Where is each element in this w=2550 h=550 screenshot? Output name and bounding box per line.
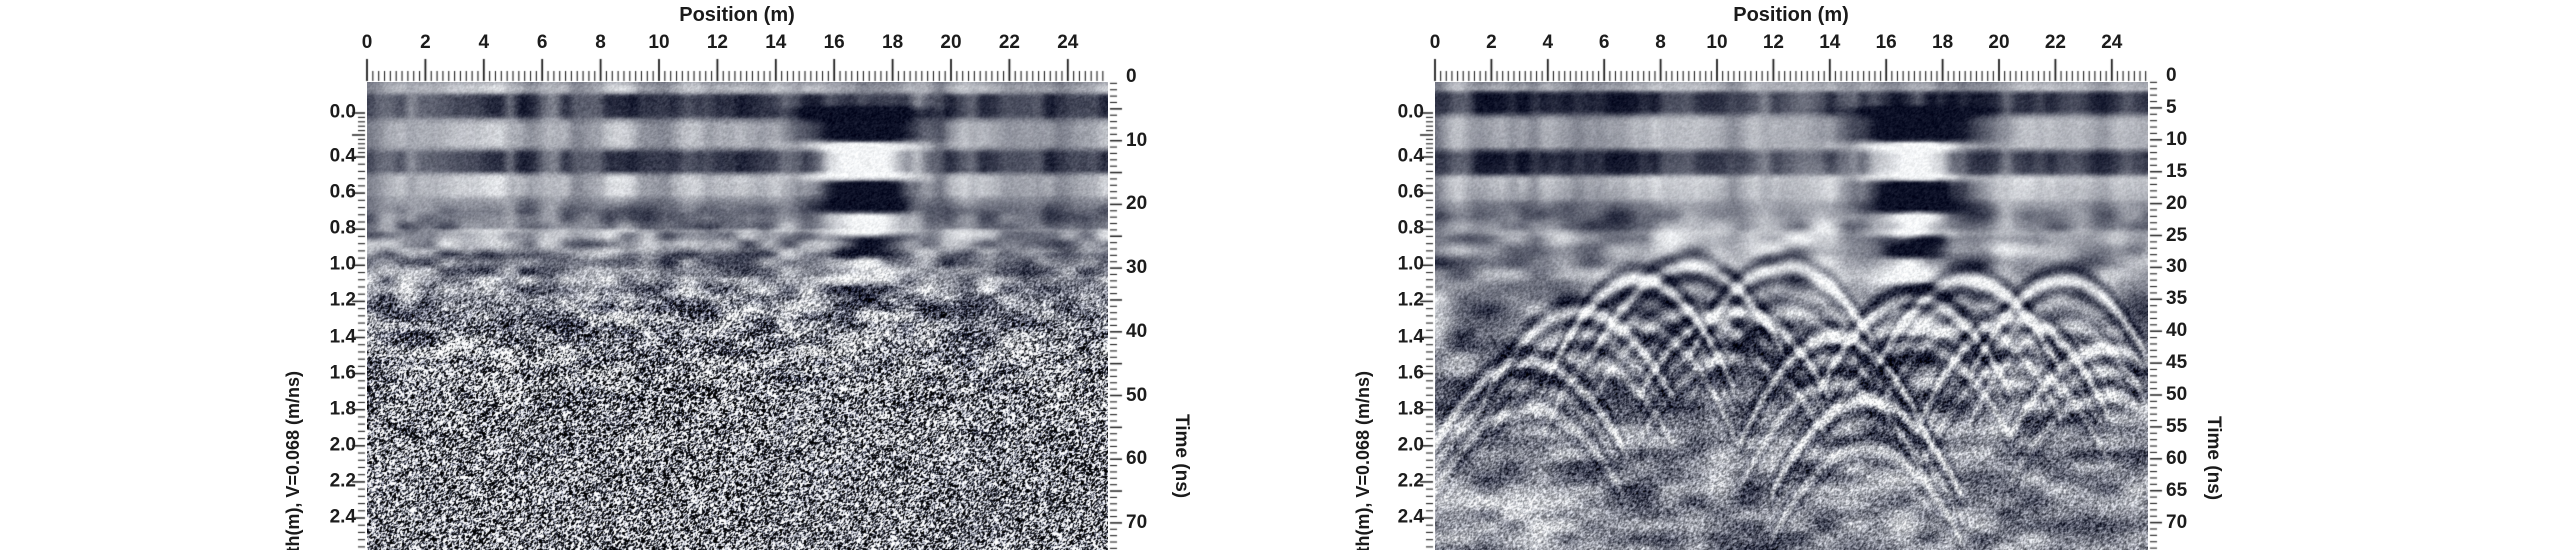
depth-tick-label: 1.0: [329, 253, 356, 275]
time-tick-label: 40: [2166, 320, 2188, 342]
x-tick-label: 2: [420, 32, 431, 53]
time-tick-label: 5: [2166, 96, 2177, 118]
time-tick-label: 30: [2166, 256, 2188, 278]
x-tick-label: 22: [2044, 32, 2066, 53]
time-tick-label: 0: [2166, 65, 2177, 86]
time-tick-label: 70: [1126, 511, 1148, 533]
x-tick-label: 12: [1762, 32, 1784, 53]
depth-tick-label: 2.4: [329, 506, 356, 528]
x-tick-label: 14: [1819, 32, 1841, 53]
x-tick-label: 10: [648, 32, 670, 53]
x-tick-label: 10: [1706, 32, 1728, 53]
depth-tick-label: 0.6: [329, 181, 356, 203]
panel-b-position-axis-title: Position (m): [1733, 4, 1849, 26]
time-tick-label: 60: [2166, 447, 2188, 469]
x-tick-label: 16: [1875, 32, 1897, 53]
x-tick-label: 16: [823, 32, 845, 53]
x-tick-label: 6: [536, 32, 548, 53]
depth-tick-label: 0.6: [1397, 181, 1424, 203]
depth-tick-label: 2.0: [1397, 434, 1424, 456]
time-tick-label: 0: [1126, 66, 1137, 87]
depth-tick-label: 0.8: [329, 217, 356, 239]
depth-tick-label: 1.8: [329, 398, 356, 420]
time-tick-label: 10: [1126, 129, 1148, 151]
x-tick-label: 0: [361, 32, 373, 53]
time-tick-label: 65: [2166, 479, 2188, 501]
depth-tick-label: 2.2: [329, 470, 356, 492]
time-tick-label: 15: [2166, 160, 2188, 182]
panel-b-time-axis-title: Time (ns): [2203, 416, 2224, 501]
depth-tick-label: 1.0: [1397, 253, 1424, 275]
x-tick-label: 6: [1598, 32, 1610, 53]
x-tick-label: 2: [1486, 32, 1497, 53]
depth-tick-label: 0.4: [329, 145, 356, 167]
depth-tick-label: 2.0: [329, 434, 356, 456]
time-tick-label: 55: [2166, 415, 2188, 437]
time-tick-label: 10: [2166, 128, 2188, 150]
depth-tick-label: 1.6: [329, 362, 356, 384]
x-tick-label: 4: [478, 32, 490, 53]
time-tick-label: 50: [1126, 384, 1148, 406]
time-tick-label: 20: [1126, 193, 1148, 215]
time-tick-label: 70: [2166, 511, 2188, 533]
time-tick-label: 35: [2166, 288, 2188, 310]
x-tick-label: 22: [998, 32, 1020, 53]
depth-tick-label: 1.2: [1397, 289, 1424, 311]
depth-tick-label: 0.0: [329, 101, 356, 123]
x-tick-label: 8: [595, 32, 606, 53]
depth-tick-label: 1.4: [1397, 326, 1424, 348]
time-tick-label: 45: [2166, 352, 2188, 374]
depth-tick-label: 0.0: [1397, 101, 1424, 123]
x-tick-label: 20: [940, 32, 962, 53]
depth-tick-label: 1.4: [329, 326, 356, 348]
panel-a-time-axis-title: Time (ns): [1171, 414, 1192, 499]
x-tick-label: 14: [765, 32, 787, 53]
x-tick-label: 12: [706, 32, 728, 53]
depth-tick-label: 1.2: [329, 289, 356, 311]
time-tick-label: 40: [1126, 320, 1148, 342]
x-tick-label: 4: [1542, 32, 1554, 53]
depth-tick-label: 1.6: [1397, 362, 1424, 384]
time-tick-label: 30: [1126, 257, 1148, 279]
x-tick-label: 18: [882, 32, 904, 53]
x-tick-label: 8: [1655, 32, 1666, 53]
depth-tick-label: 2.4: [1397, 506, 1424, 528]
x-tick-label: 24: [1057, 32, 1079, 53]
time-tick-label: 20: [2166, 192, 2188, 214]
depth-tick-label: 2.2: [1397, 470, 1424, 492]
time-tick-label: 25: [2166, 224, 2188, 246]
x-tick-label: 0: [1429, 32, 1441, 53]
x-tick-label: 24: [2101, 32, 2123, 53]
depth-tick-label: 0.4: [1397, 145, 1424, 167]
depth-tick-label: 0.8: [1397, 217, 1424, 239]
x-tick-label: 20: [1988, 32, 2010, 53]
depth-tick-label: 1.8: [1397, 398, 1424, 420]
time-tick-label: 50: [2166, 384, 2188, 405]
panel-a-position-axis-title: Position (m): [679, 4, 795, 26]
x-tick-label: 18: [1932, 32, 1954, 53]
time-tick-label: 60: [1126, 448, 1148, 470]
